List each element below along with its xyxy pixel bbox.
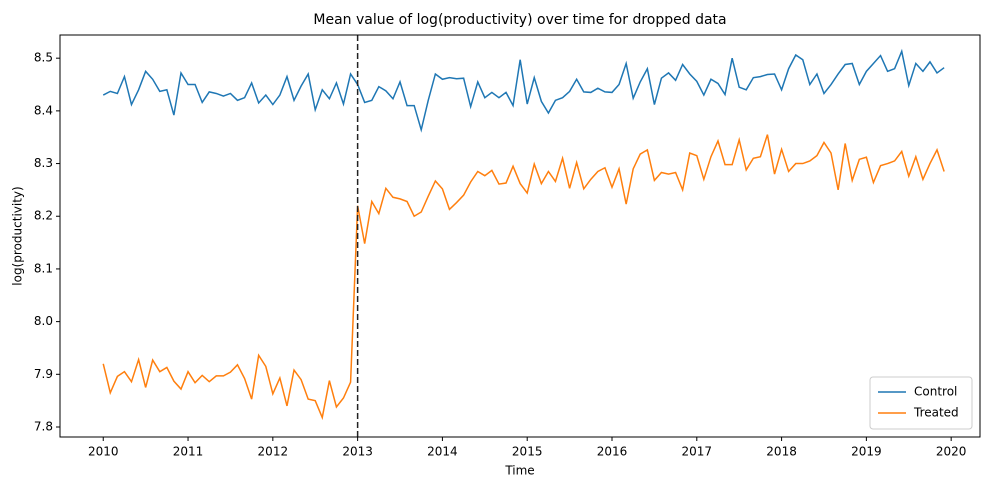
series-line [102,48,945,133]
chart-title: Mean value of log(productivity) over tim… [313,12,726,28]
x-tick-label: 2015 [512,445,543,459]
x-tick-label: 2019 [851,445,882,459]
y-tick-label: 8.1 [34,261,53,275]
x-tick-label: 2020 [936,445,967,459]
x-tick-label: 2018 [766,445,797,459]
x-tick-label: 2011 [173,445,204,459]
y-tick-label: 8.2 [34,209,53,223]
x-tick-label: 2010 [88,445,119,459]
y-tick-label: 8.3 [34,156,53,170]
y-tick-label: 7.9 [34,367,53,381]
x-tick-label: 2012 [258,445,289,459]
x-axis-label: Time [504,464,534,478]
x-tick-label: 2013 [342,445,373,459]
y-tick-label: 8.0 [34,314,53,328]
legend-label: Treated [913,406,959,420]
y-axis-label: log(productivity) [11,186,25,285]
legend-label: Control [914,385,957,399]
x-tick-label: 2014 [427,445,458,459]
plot-frame [59,34,981,438]
x-tick-label: 2017 [682,445,713,459]
series-line [102,134,945,421]
y-tick-label: 7.8 [34,419,53,433]
y-tick-label: 8.5 [34,51,53,65]
x-tick-label: 2016 [597,445,628,459]
y-tick-label: 8.4 [34,103,53,117]
legend: Control Treated [869,376,973,430]
legend-box [869,376,973,430]
